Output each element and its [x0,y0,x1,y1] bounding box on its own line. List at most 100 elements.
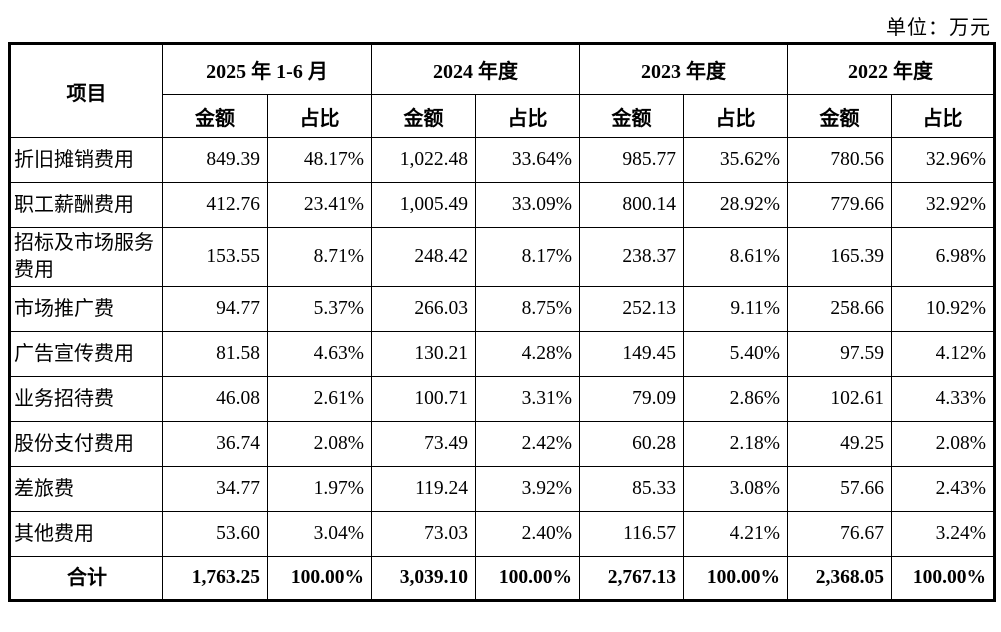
amount-cell: 1,022.48 [371,137,477,183]
amount-cell: 49.25 [787,421,893,467]
amount-cell: 849.39 [162,137,268,183]
ratio-cell: 3.31% [475,376,581,422]
amount-cell: 116.57 [579,511,685,557]
amount-cell: 102.61 [787,376,893,422]
amount-cell: 780.56 [787,137,893,183]
table-row: 差旅费 34.77 1.97% 119.24 3.92% 85.33 3.08% 57.66 2… [9,466,996,512]
ratio-cell: 8.71% [266,227,373,287]
ratio-cell: 10.92% [891,286,996,332]
amount-cell: 57.66 [787,466,893,512]
amount-cell: 36.74 [162,421,268,467]
amount-cell: 2,368.05 [787,556,893,601]
table-row: 折旧摊销费用 849.39 48.17% 1,022.48 33.64% 985.77 35… [9,137,996,183]
ratio-cell: 28.92% [683,182,789,228]
header-amount: 金额 [162,94,268,138]
amount-cell: 85.33 [579,466,685,512]
header-ratio: 占比 [475,94,581,138]
amount-cell: 252.13 [579,286,685,332]
table-row: 其他费用 53.60 3.04% 73.03 2.40% 116.57 4.21% 76.67… [9,511,996,557]
ratio-cell: 2.08% [891,421,996,467]
ratio-cell: 5.37% [266,286,373,332]
amount-cell: 985.77 [579,137,685,183]
amount-cell: 165.39 [787,227,893,287]
amount-cell: 76.67 [787,511,893,557]
header-period-2025h1: 2025 年 1-6 月 [161,43,373,95]
amount-cell: 119.24 [371,466,477,512]
ratio-cell: 4.33% [891,376,996,422]
header-period-2024: 2024 年度 [371,43,581,95]
header-row-metrics: 金额 占比 金额 占比 金额 占比 金额 占比 [10,94,996,138]
header-amount: 金额 [579,94,685,138]
row-label: 折旧摊销费用 [9,137,163,183]
ratio-cell: 4.63% [266,331,373,377]
header-period-2023: 2023 年度 [579,43,789,95]
amount-cell: 153.55 [162,227,268,287]
amount-cell: 60.28 [579,421,685,467]
table-header: 项目 2025 年 1-6 月 2024 年度 2023 年度 2022 年度 … [9,43,996,138]
header-item: 项目 [9,43,163,138]
ratio-cell: 2.43% [891,466,996,512]
row-label: 广告宣传费用 [9,331,163,377]
ratio-cell: 9.11% [683,286,789,332]
amount-cell: 238.37 [579,227,685,287]
ratio-cell: 100.00% [475,556,581,601]
ratio-cell: 8.75% [475,286,581,332]
ratio-cell: 8.17% [475,227,581,287]
unit-label: 单位：万元 [886,17,991,39]
table-row: 广告宣传费用 81.58 4.63% 130.21 4.28% 149.45 5.40% 97… [9,331,996,377]
ratio-cell: 4.28% [475,331,581,377]
table-body: 折旧摊销费用 849.39 48.17% 1,022.48 33.64% 985.77 35… [9,137,996,601]
amount-cell: 97.59 [787,331,893,377]
table-row: 市场推广费 94.77 5.37% 266.03 8.75% 252.13 9.11% 258… [9,286,996,332]
header-row-periods: 项目 2025 年 1-6 月 2024 年度 2023 年度 2022 年度 [9,43,996,138]
ratio-cell: 2.08% [266,421,373,467]
row-label: 职工薪酬费用 [9,182,163,228]
ratio-cell: 4.21% [683,511,789,557]
ratio-cell: 3.24% [891,511,996,557]
amount-cell: 81.58 [162,331,268,377]
row-label: 市场推广费 [9,286,163,332]
ratio-cell: 3.08% [683,466,789,512]
header-ratio: 占比 [683,94,789,138]
amount-cell: 34.77 [162,466,268,512]
ratio-cell: 32.92% [891,182,996,228]
header-amount: 金额 [371,94,477,138]
header-ratio: 占比 [891,94,996,138]
amount-cell: 1,763.25 [162,556,268,601]
amount-cell: 800.14 [579,182,685,228]
ratio-cell: 33.09% [475,182,581,228]
ratio-cell: 6.98% [891,227,996,287]
amount-cell: 248.42 [371,227,477,287]
ratio-cell: 35.62% [683,137,789,183]
header-ratio: 占比 [266,94,373,138]
ratio-cell: 100.00% [266,556,373,601]
ratio-cell: 100.00% [683,556,789,601]
row-label: 股份支付费用 [9,421,163,467]
ratio-cell: 100.00% [891,556,996,601]
amount-cell: 412.76 [162,182,268,228]
amount-cell: 46.08 [162,376,268,422]
ratio-cell: 32.96% [891,137,996,183]
amount-cell: 73.49 [371,421,477,467]
amount-cell: 258.66 [787,286,893,332]
ratio-cell: 3.04% [266,511,373,557]
row-label: 其他费用 [9,511,163,557]
amount-cell: 53.60 [162,511,268,557]
row-label: 差旅费 [9,466,163,512]
amount-cell: 2,767.13 [579,556,685,601]
amount-cell: 100.71 [371,376,477,422]
ratio-cell: 23.41% [266,182,373,228]
ratio-cell: 33.64% [475,137,581,183]
amount-cell: 73.03 [371,511,477,557]
ratio-cell: 2.42% [475,421,581,467]
ratio-cell: 3.92% [475,466,581,512]
amount-cell: 1,005.49 [371,182,477,228]
expense-table: 项目 2025 年 1-6 月 2024 年度 2023 年度 2022 年度 … [8,42,997,602]
ratio-cell: 2.18% [683,421,789,467]
table-row: 股份支付费用 36.74 2.08% 73.49 2.42% 60.28 2.18% 49.2… [9,421,996,467]
total-row: 合计 1,763.25 100.00% 3,039.10 100.00% 2,767.13… [9,556,996,601]
row-label: 招标及市场服务费用 [9,227,163,287]
header-amount: 金额 [787,94,893,138]
ratio-cell: 2.86% [683,376,789,422]
table-row: 招标及市场服务费用 153.55 8.71% 248.42 8.17% 238.37 8.6… [9,227,996,287]
